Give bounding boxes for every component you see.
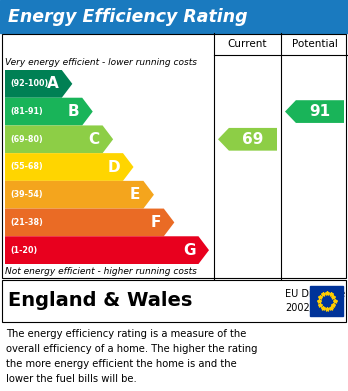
Polygon shape bbox=[285, 100, 344, 123]
Bar bbox=[0, 33, 348, 279]
Text: The energy efficiency rating is a measure of the: The energy efficiency rating is a measur… bbox=[6, 329, 246, 339]
Text: Not energy efficient - higher running costs: Not energy efficient - higher running co… bbox=[5, 267, 197, 276]
Text: 91: 91 bbox=[309, 104, 331, 119]
Bar bbox=[0, 279, 348, 323]
Text: C: C bbox=[88, 132, 100, 147]
Text: 69: 69 bbox=[242, 132, 264, 147]
Bar bbox=[2, 280, 346, 322]
Text: 2002/91/EC: 2002/91/EC bbox=[285, 303, 341, 314]
Polygon shape bbox=[5, 208, 174, 236]
Bar bbox=[2, 34, 346, 278]
Text: England & Wales: England & Wales bbox=[8, 292, 192, 310]
Text: B: B bbox=[68, 104, 79, 119]
Text: (55-68): (55-68) bbox=[10, 163, 43, 172]
Text: overall efficiency of a home. The higher the rating: overall efficiency of a home. The higher… bbox=[6, 344, 258, 354]
Text: Very energy efficient - lower running costs: Very energy efficient - lower running co… bbox=[5, 58, 197, 67]
Text: A: A bbox=[47, 76, 59, 91]
Text: Energy Efficiency Rating: Energy Efficiency Rating bbox=[8, 7, 248, 25]
Text: Potential: Potential bbox=[292, 39, 338, 49]
Text: (81-91): (81-91) bbox=[10, 107, 43, 116]
Polygon shape bbox=[5, 153, 134, 181]
Polygon shape bbox=[5, 181, 154, 208]
Bar bbox=[0, 0, 348, 33]
Bar bbox=[310, 286, 343, 316]
Text: the more energy efficient the home is and the: the more energy efficient the home is an… bbox=[6, 359, 237, 369]
Polygon shape bbox=[5, 236, 209, 264]
Text: D: D bbox=[108, 160, 120, 174]
Text: G: G bbox=[183, 243, 196, 258]
Text: (21-38): (21-38) bbox=[10, 218, 43, 227]
Bar bbox=[0, 323, 348, 391]
Polygon shape bbox=[5, 98, 93, 126]
Text: EU Directive: EU Directive bbox=[285, 289, 345, 298]
Text: (92-100): (92-100) bbox=[10, 79, 48, 88]
Polygon shape bbox=[218, 128, 277, 151]
Polygon shape bbox=[5, 126, 113, 153]
Polygon shape bbox=[5, 70, 72, 98]
Text: Current: Current bbox=[228, 39, 267, 49]
Text: (69-80): (69-80) bbox=[10, 135, 43, 144]
Text: (1-20): (1-20) bbox=[10, 246, 37, 255]
Text: lower the fuel bills will be.: lower the fuel bills will be. bbox=[6, 374, 137, 384]
Text: (39-54): (39-54) bbox=[10, 190, 42, 199]
Text: F: F bbox=[150, 215, 161, 230]
Text: E: E bbox=[130, 187, 140, 202]
